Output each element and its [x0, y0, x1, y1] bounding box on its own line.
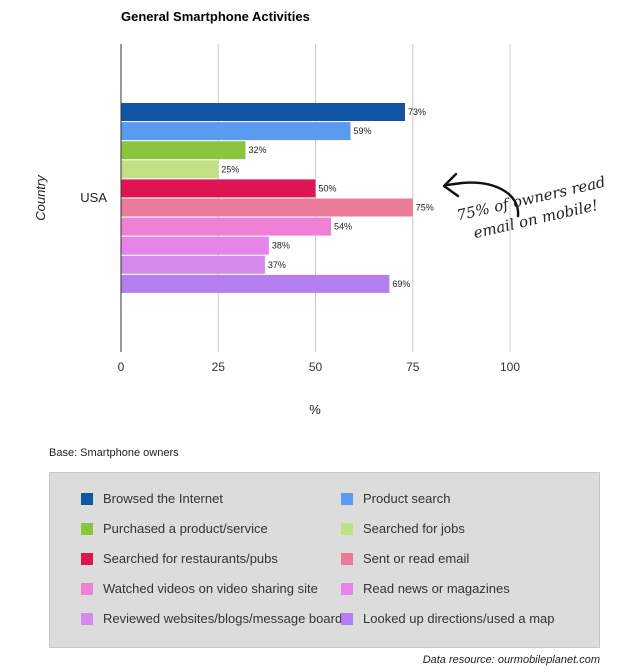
legend-label: Sent or read email [363, 551, 470, 566]
bar-2 [121, 122, 351, 141]
legend-label: Watched videos on video sharing site [103, 581, 318, 596]
data-source-note: Data resource: ourmobileplanet.com [422, 654, 600, 666]
bar-10 [121, 274, 390, 293]
legend-item-8: Read news or magazines [341, 581, 510, 596]
bar-3 [121, 141, 246, 160]
chart-area: General Smartphone Activities 73% 59% 32% 2… [33, 9, 521, 417]
bar-value-label-2: 59% [354, 126, 372, 136]
chart-bars [121, 103, 413, 293]
legend-label: Browsed the Internet [103, 491, 223, 506]
bar-value-label-9: 37% [268, 260, 286, 270]
chart-legend: Browsed the Internet Product search Purcha… [49, 472, 600, 648]
annotation-arrowhead-icon [442, 172, 460, 198]
chart-title: General Smartphone Activities [121, 9, 310, 24]
legend-swatch [341, 552, 353, 565]
legend-label: Purchased a product/service [103, 521, 268, 536]
legend-swatch [341, 582, 353, 595]
legend-swatch [341, 492, 353, 505]
legend-item-3: Purchased a product/service [81, 521, 268, 536]
bar-4 [121, 160, 219, 179]
bar-value-label-3: 32% [248, 145, 266, 155]
annotation-arrow-icon [445, 181, 520, 218]
bar-value-label-4: 25% [221, 164, 239, 174]
category-label-usa: USA [80, 190, 107, 205]
legend-swatch [81, 522, 93, 535]
y-axis-title: Country [33, 174, 48, 221]
bar-value-label-5: 50% [319, 183, 337, 193]
bar-9 [121, 255, 265, 274]
legend-item-1: Browsed the Internet [81, 491, 223, 506]
x-axis-ticks: 0 25 50 75 100 [118, 360, 521, 374]
legend-label: Looked up directions/used a map [363, 611, 555, 626]
legend-label: Reviewed websites/blogs/message boards [103, 611, 349, 626]
bar-value-label-7: 54% [334, 222, 352, 232]
legend-item-4: Searched for jobs [341, 521, 465, 536]
legend-swatch [341, 612, 353, 625]
bar-5 [121, 179, 316, 198]
x-tick-label-25: 25 [212, 360, 226, 374]
legend-item-10: Looked up directions/used a map [341, 611, 555, 626]
legend-swatch [81, 612, 93, 625]
legend-swatch [81, 552, 93, 565]
legend-swatch [341, 522, 353, 535]
legend-item-9: Reviewed websites/blogs/message boards [81, 611, 349, 626]
x-tick-label-100: 100 [500, 360, 520, 374]
legend-item-5: Searched for restaurants/pubs [81, 551, 278, 566]
bar-6 [121, 198, 413, 217]
legend-swatch [81, 492, 93, 505]
x-tick-label-75: 75 [406, 360, 420, 374]
bar-value-label-10: 69% [392, 279, 410, 289]
legend-item-2: Product search [341, 491, 450, 506]
x-tick-label-50: 50 [309, 360, 323, 374]
bar-value-label-8: 38% [272, 241, 290, 251]
legend-item-6: Sent or read email [341, 551, 469, 566]
bar-7 [121, 217, 332, 236]
bar-value-label-6: 75% [416, 203, 434, 213]
legend-label: Read news or magazines [363, 581, 510, 596]
bar-1 [121, 103, 405, 121]
legend-label: Product search [363, 491, 451, 506]
chart-gridlines [217, 44, 511, 352]
chart-data-labels: 73% 59% 32% 25% 50% 75% 54% 38% 37% 69% [221, 107, 434, 289]
x-tick-label-0: 0 [118, 360, 125, 374]
legend-label: Searched for jobs [363, 521, 465, 536]
bar-8 [121, 236, 269, 255]
legend-label: Searched for restaurants/pubs [103, 551, 278, 566]
bar-value-label-1: 73% [408, 107, 426, 117]
base-note: Base: Smartphone owners [49, 447, 179, 459]
legend-swatch [81, 582, 93, 595]
x-axis-title: % [309, 402, 321, 417]
legend-item-7: Watched videos on video sharing site [81, 581, 318, 596]
